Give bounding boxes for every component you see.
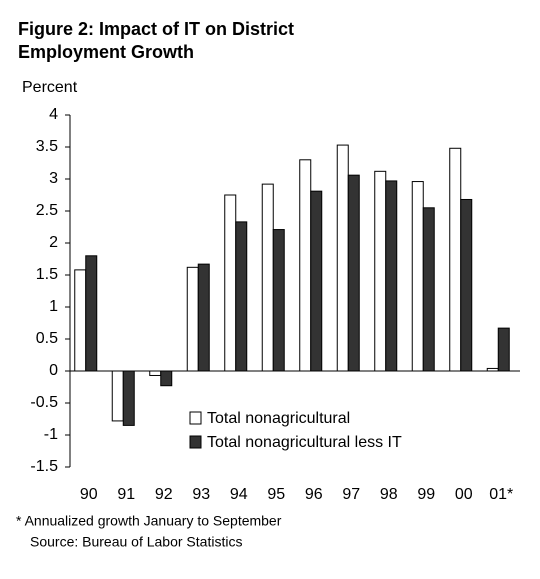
y-tick-label: 0 [49,362,58,379]
y-axis-label: Percent [22,79,78,96]
bar [224,194,237,372]
bar [385,180,398,372]
chart-title: Employment Growth [18,42,194,62]
x-tick-label: 91 [117,486,135,503]
bar [497,327,510,372]
y-tick-label: 0.5 [36,330,58,347]
y-tick-label: 3.5 [36,138,58,155]
bar [74,269,87,372]
bar [449,147,462,372]
x-tick-label: 96 [305,486,323,503]
x-tick-label: 01* [489,486,513,503]
x-tick-label: 92 [155,486,173,503]
x-tick-label: 98 [380,486,398,503]
y-tick-label: 1 [49,298,58,315]
bar [310,190,323,372]
bar [122,370,135,426]
y-tick-label: 2 [49,234,58,251]
y-tick-label: 3 [49,170,58,187]
y-tick-label: 1.5 [36,266,58,283]
x-tick-label: 97 [342,486,360,503]
bar [149,370,162,376]
bar [85,255,98,372]
x-tick-label: 95 [267,486,285,503]
bar [111,370,124,422]
bar [460,198,473,372]
bar [347,174,360,372]
bar [411,181,424,372]
bar [160,370,173,387]
bar [197,263,210,372]
legend-swatch [189,411,202,425]
source-note: Source: Bureau of Labor Statistics [30,534,242,550]
y-tick-label: 4 [49,106,58,123]
y-tick-label: -1.5 [30,458,58,475]
x-tick-label: 90 [80,486,98,503]
legend-swatch [189,435,202,449]
x-tick-label: 93 [192,486,210,503]
bar [299,159,312,372]
x-tick-label: 94 [230,486,248,503]
bar [186,266,199,372]
y-tick-label: -1 [44,426,58,443]
bar [422,207,435,372]
bar [235,221,248,372]
x-tick-label: 99 [417,486,435,503]
bar [261,183,274,372]
footnote: * Annualized growth January to September [16,513,282,529]
chart-title: Figure 2: Impact of IT on District [18,19,294,39]
bar [374,170,387,372]
bar [272,229,285,372]
y-tick-label: 2.5 [36,202,58,219]
y-tick-label: -0.5 [30,394,58,411]
legend-label: Total nonagricultural [207,410,350,427]
x-tick-label: 00 [455,486,473,503]
bar [336,144,349,372]
legend-label: Total nonagricultural less IT [207,434,402,451]
